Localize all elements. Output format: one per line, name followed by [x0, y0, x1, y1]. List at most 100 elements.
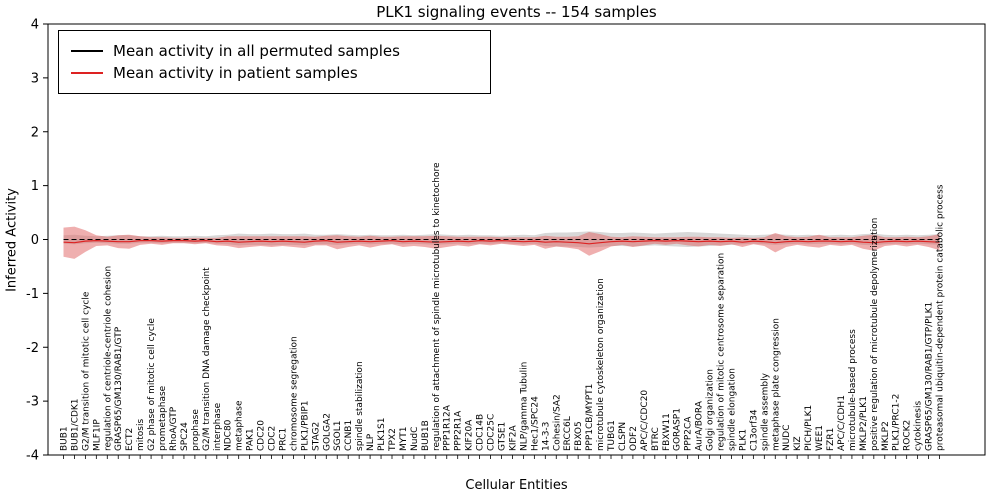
x-tick-label: MLF1IP — [92, 419, 102, 451]
x-tick-label: G2 phase of mitotic cell cycle — [147, 318, 157, 451]
x-tick-label: metaphase plate congression — [771, 318, 781, 451]
x-tick-label: metaphase — [235, 400, 245, 451]
x-tick-label: prophase — [191, 409, 201, 451]
x-tick-label: Golgi organization — [706, 369, 716, 451]
x-tick-label: NLP — [366, 433, 376, 451]
x-tick-label: Cohesin/SA2 — [552, 394, 562, 451]
x-tick-label: PPP1CB/MYPT1 — [585, 384, 595, 451]
x-tick-label: spindle assembly — [760, 372, 770, 451]
x-tick-label: PPP1R12A — [443, 404, 453, 451]
x-tick-label: interphase — [213, 402, 223, 451]
y-tick-label: -4 — [26, 449, 39, 464]
x-tick-label: ECT2 — [125, 428, 135, 451]
x-tick-label: KIF2A — [508, 425, 518, 451]
x-tick-label: GTSE1 — [498, 422, 508, 451]
x-tick-label: NudC — [410, 427, 420, 451]
permuted-line-swatch — [71, 50, 103, 52]
x-tick-label: FZR1 — [826, 428, 836, 451]
x-tick-label: STAG2 — [311, 422, 321, 451]
x-tick-label: ROCK2 — [903, 420, 913, 451]
x-tick-label: proteasomal ubiquitin-dependent protein … — [936, 184, 946, 451]
x-tick-label: NLP/gamma Tubulin — [519, 362, 529, 451]
x-tick-label: PICH/PLK1 — [804, 405, 814, 451]
x-tick-label: BUB1/CDK1 — [70, 398, 80, 451]
x-tick-label: PPP2CA — [684, 416, 694, 451]
x-tick-label: FBXW11 — [662, 413, 672, 451]
x-axis-label: Cellular Entities — [465, 478, 568, 493]
x-tick-label: 14-3-3 — [541, 422, 551, 451]
x-tick-label: MKLP2 — [881, 421, 891, 451]
x-tick-label: ERCC6L — [563, 416, 573, 451]
y-tick-label: 2 — [31, 125, 39, 140]
x-tick-label: regulation of mitotic centrosome separat… — [717, 253, 727, 451]
y-tick-label: 1 — [31, 179, 39, 194]
x-tick-label: KIZ — [793, 436, 803, 451]
x-tick-label: regulation of centriole-centriole cohesi… — [103, 266, 113, 451]
x-tick-label: GORASP1 — [673, 408, 683, 451]
x-tick-label: microtubule-based process — [848, 329, 858, 451]
legend-entry-patient: Mean activity in patient samples — [71, 64, 400, 82]
y-tick-label: -1 — [26, 287, 39, 302]
legend-label-patient: Mean activity in patient samples — [113, 64, 358, 82]
x-tick-label: ODF2 — [629, 426, 639, 451]
x-tick-label: GOLGA2 — [322, 413, 332, 451]
x-tick-label: PLK1S1 — [377, 417, 387, 451]
y-tick-label: 3 — [31, 71, 39, 86]
x-tick-label: spindle elongation — [727, 368, 737, 451]
patient-activity-band — [63, 226, 940, 259]
x-tick-label: BUB1 — [59, 426, 69, 451]
x-tick-label: cytokinesis — [914, 401, 924, 451]
x-tick-label: G2/M transition DNA damage checkpoint — [202, 267, 212, 451]
x-tick-label: SPC24 — [180, 422, 190, 451]
x-tick-label: NDC80 — [224, 419, 234, 451]
patient-line-swatch — [71, 72, 103, 74]
x-tick-label: AurA/BORA — [695, 400, 705, 451]
x-tick-label: mitosis — [136, 419, 146, 451]
x-tick-label: WEE1 — [815, 425, 825, 451]
y-tick-label: 0 — [31, 233, 39, 248]
x-tick-label: TPX2 — [388, 428, 398, 452]
y-tick-label: -3 — [26, 395, 39, 410]
x-tick-label: CDC14B — [476, 414, 486, 451]
x-tick-label: Hec1/SPC24 — [530, 396, 540, 451]
x-tick-label: GRASP65/GM130/RAB1/GTP — [114, 326, 124, 451]
x-tick-label: APC/C/CDC20 — [640, 390, 650, 451]
x-tick-label: CLSPN — [618, 422, 628, 451]
x-tick-label: prometaphase — [158, 385, 168, 451]
x-tick-label: PRC1 — [278, 428, 288, 451]
legend-label-permuted: Mean activity in all permuted samples — [113, 42, 400, 60]
y-tick-label: -2 — [26, 341, 39, 356]
x-tick-label: G2/M transition of mitotic cell cycle — [81, 291, 91, 451]
x-tick-label: CDC25C — [487, 414, 497, 451]
x-tick-label: CDC2 — [268, 426, 278, 451]
x-tick-label: positive regulation of microtubule depol… — [870, 218, 880, 451]
x-tick-label: MYT1 — [399, 427, 409, 452]
x-tick-label: chromosome segregation — [289, 336, 299, 451]
x-tick-label: PLK1/PBIP1 — [300, 400, 310, 451]
x-tick-label: APC/C/CDH1 — [837, 395, 847, 451]
x-tick-label: MKLP2/PLK1 — [859, 396, 869, 451]
x-tick-label: RhoA/GTP — [169, 406, 179, 451]
x-tick-label: TUBG1 — [607, 420, 617, 452]
x-tick-label: FBXO5 — [574, 421, 584, 451]
x-tick-label: KIF20A — [465, 419, 475, 451]
chart-title: PLK1 signaling events -- 154 samples — [376, 3, 657, 21]
x-tick-label: PLK1 — [738, 429, 748, 451]
x-tick-label: SGOL1 — [333, 420, 343, 451]
x-tick-label: regulation of attachment of spindle micr… — [432, 162, 442, 451]
x-tick-label: PAK1 — [246, 428, 256, 451]
x-tick-label: CDC20 — [257, 420, 267, 451]
x-tick-label: spindle stabilization — [355, 361, 365, 451]
y-tick-label: 4 — [31, 18, 39, 33]
x-tick-label: NUDC — [782, 424, 792, 451]
x-tick-label: microtubule cytoskeleton organization — [596, 278, 606, 451]
x-tick-label: BUB1B — [421, 420, 431, 451]
legend-entry-permuted: Mean activity in all permuted samples — [71, 42, 400, 60]
x-tick-label: BTRC — [651, 427, 661, 451]
x-tick-label: C13orf34 — [749, 409, 759, 451]
patient-mean-line — [63, 239, 940, 245]
x-tick-label: PPP2R1A — [454, 410, 464, 451]
x-tick-label: GRASP65/GM130/RAB1/GTP/PLK1 — [925, 302, 935, 451]
